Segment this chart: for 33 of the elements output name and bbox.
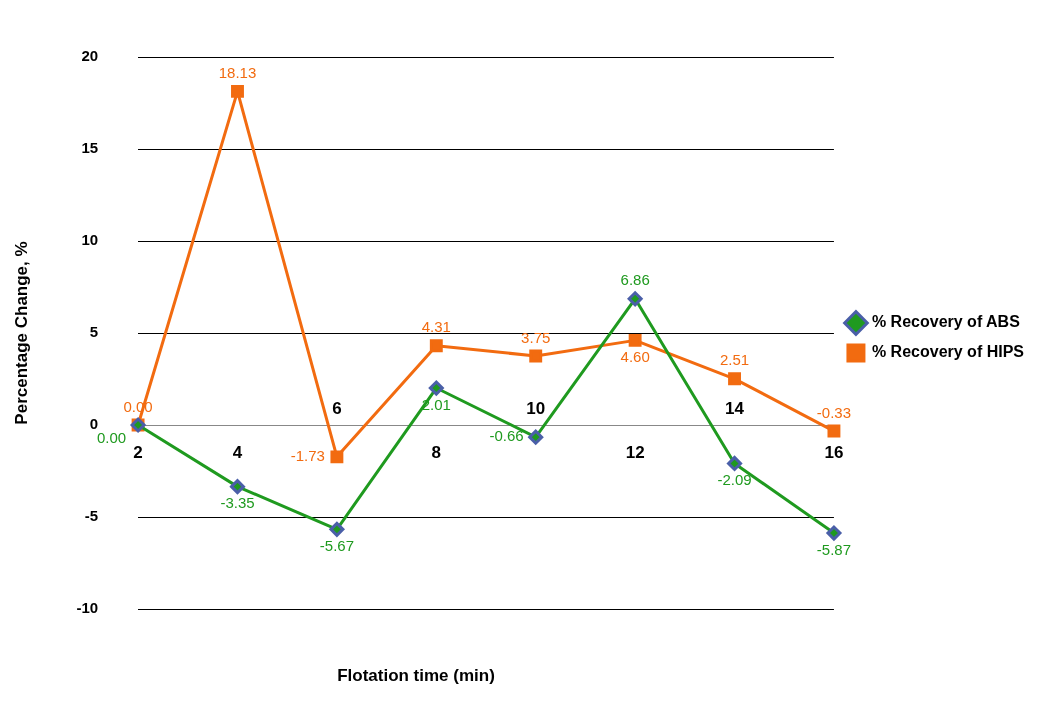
x-tick-label: 6 <box>332 399 342 419</box>
data-label: 2.51 <box>719 351 750 369</box>
x-tick-label: 4 <box>232 443 243 463</box>
data-label: -1.73 <box>290 446 325 464</box>
y-tick-label: -5 <box>84 507 99 525</box>
y-tick-label: -10 <box>76 599 99 617</box>
data-label: 6.86 <box>620 271 650 289</box>
data-label: -0.66 <box>489 427 524 445</box>
x-tick-label: 2 <box>133 443 143 463</box>
legend-label: % Recovery of ABS <box>871 313 1021 331</box>
data-label: 0.00 <box>96 429 127 447</box>
data-label: -0.33 <box>816 403 852 421</box>
data-label: -5.67 <box>319 536 354 554</box>
data-label: -3.35 <box>220 494 255 512</box>
y-tick-label: 20 <box>81 47 99 65</box>
x-tick-label: 8 <box>431 443 442 463</box>
x-tick-label: 14 <box>725 399 745 419</box>
data-label: 4.31 <box>421 318 451 336</box>
data-label: 4.60 <box>620 348 650 365</box>
y-tick-label: 15 <box>81 139 99 157</box>
x-tick-label: 16 <box>824 443 844 463</box>
legend-label: % Recovery of HIPS <box>871 343 1025 361</box>
data-label: 3.75 <box>521 328 551 346</box>
data-label: -5.87 <box>816 540 852 558</box>
data-label: -2.09 <box>717 471 752 489</box>
x-tick-label: 12 <box>625 443 645 463</box>
y-axis-title: Percentage Change, % <box>11 241 31 425</box>
data-label: 18.13 <box>218 64 257 82</box>
y-tick-label: 5 <box>89 323 99 341</box>
x-axis-title: Flotation time (min) <box>336 666 496 686</box>
y-tick-label: 10 <box>81 231 99 249</box>
y-tick-label: 0 <box>89 415 99 433</box>
x-tick-label: 10 <box>526 399 546 419</box>
